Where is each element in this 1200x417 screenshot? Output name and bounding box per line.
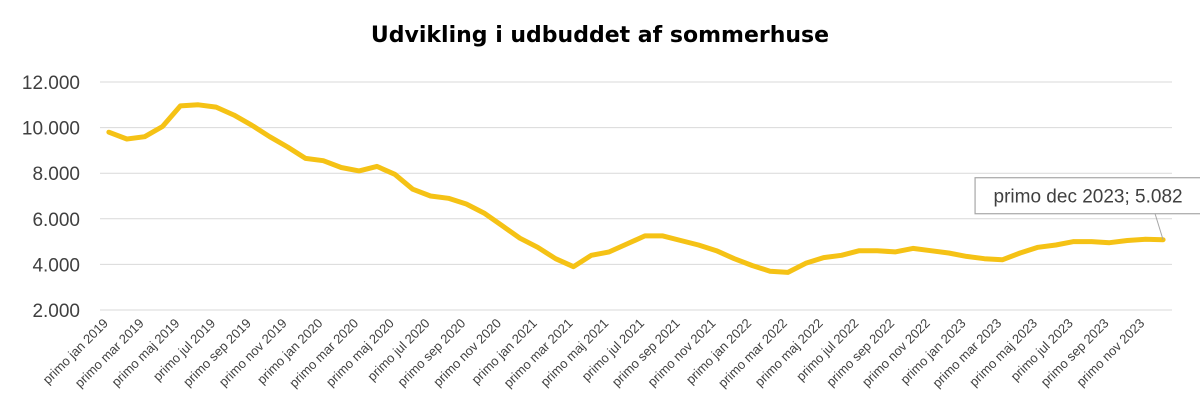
y-tick-label: 4.000 bbox=[32, 255, 80, 276]
series-line bbox=[106, 102, 1166, 275]
chart-title: Udvikling i udbuddet af sommerhuse bbox=[371, 23, 829, 48]
y-tick-label: 10.000 bbox=[22, 119, 80, 140]
gridlines bbox=[100, 81, 1172, 311]
annotation-label: primo dec 2023; 5.082 bbox=[994, 187, 1183, 208]
series-layer bbox=[106, 102, 1166, 275]
y-tick-label: 2.000 bbox=[32, 301, 80, 322]
annotation-callout-box bbox=[974, 177, 1200, 215]
y-tick-label: 6.000 bbox=[32, 210, 80, 231]
y-tick-label: 12.000 bbox=[22, 73, 80, 94]
y-tick-label: 8.000 bbox=[32, 164, 80, 185]
y-axis-ticks: 2.000 4.000 6.000 8.000 10.000 12.000 bbox=[22, 73, 80, 322]
annotation-leader-line bbox=[1154, 213, 1164, 240]
annotation: primo dec 2023; 5.082 bbox=[974, 177, 1200, 240]
